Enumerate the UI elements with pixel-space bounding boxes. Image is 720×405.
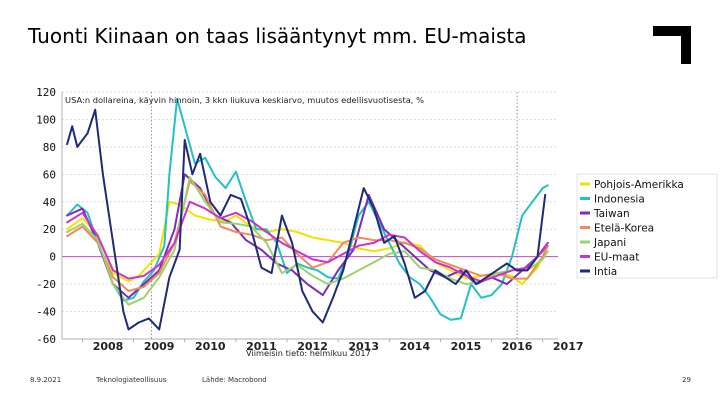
legend: Pohjois-Amerikka Indonesia Taiwan Etelä-Kor… [576, 173, 718, 279]
legend-label-intia: Intia [594, 266, 617, 278]
footer-org: Teknologiateollisuus [96, 376, 167, 384]
plot-area-background [62, 92, 558, 342]
y-tick-label: -40 [36, 306, 56, 319]
x-tick-label: 2010 [195, 340, 226, 353]
y-tick-label: 40 [43, 196, 56, 209]
y-tick-label: 100 [36, 113, 56, 126]
footer-page-number: 29 [682, 376, 691, 384]
x-tick-label: 2016 [502, 340, 533, 353]
y-tick-label: 20 [43, 223, 56, 236]
y-tick-label: 0 [49, 251, 56, 264]
legend-label-indonesia: Indonesia [594, 194, 645, 206]
x-tick-label: 2013 [348, 340, 379, 353]
footer-date: 8.9.2021 [30, 376, 62, 384]
import-growth-chart: 120 100 80 60 40 20 0 -20 -40 -60 2008 2009 2010 201… [36, 86, 718, 358]
series-line-intia [66, 108, 547, 331]
x-tick-label: 2012 [297, 340, 328, 353]
x-tick-label: 2008 [93, 340, 124, 353]
series-line-japani [66, 176, 549, 306]
y-tick-label: 80 [43, 141, 56, 154]
footer-source: Lähde: Macrobond [202, 376, 267, 384]
x-tick-label: 2017 [553, 340, 584, 353]
x-tick-label: 2015 [451, 340, 482, 353]
period-markers [151, 92, 518, 339]
x-tick-label: 2011 [246, 340, 277, 353]
legend-label-pohjois-amerikka: Pohjois-Amerikka [594, 179, 684, 191]
legend-label-etela-korea: Etelä-Korea [594, 223, 654, 235]
slide-title: Tuonti Kiinaan on taas lisääntynyt mm. E… [28, 24, 527, 48]
brand-logo-icon [653, 26, 691, 64]
y-tick-label: 60 [43, 168, 56, 181]
y-tick-label: -60 [36, 333, 56, 346]
series-line-eu-maat [66, 200, 549, 283]
legend-label-japani: Japani [593, 237, 626, 249]
x-axis-ticks: 2008 2009 2010 2011 2012 2013 2014 2015 2016 2017 [82, 339, 584, 353]
series-layer [66, 97, 549, 331]
y-tick-label: 120 [36, 86, 56, 99]
y-axis-ticks: 120 100 80 60 40 20 0 -20 -40 -60 [36, 86, 56, 346]
legend-box [576, 173, 718, 279]
chart-title: USA:n dollareina, käyvin hinnoin, 3 kkn … [65, 95, 424, 105]
y-tick-label: -20 [36, 278, 56, 291]
series-line-taiwan [66, 173, 549, 299]
chart-subtitle: Viimeisin tieto: helmikuu 2017 [246, 348, 371, 358]
x-tick-label: 2014 [400, 340, 431, 353]
legend-label-taiwan: Taiwan [593, 208, 630, 220]
legend-label-eu-maat: EU-maat [594, 252, 639, 264]
series-line-etela-korea [66, 180, 549, 292]
x-tick-label: 2009 [144, 340, 175, 353]
